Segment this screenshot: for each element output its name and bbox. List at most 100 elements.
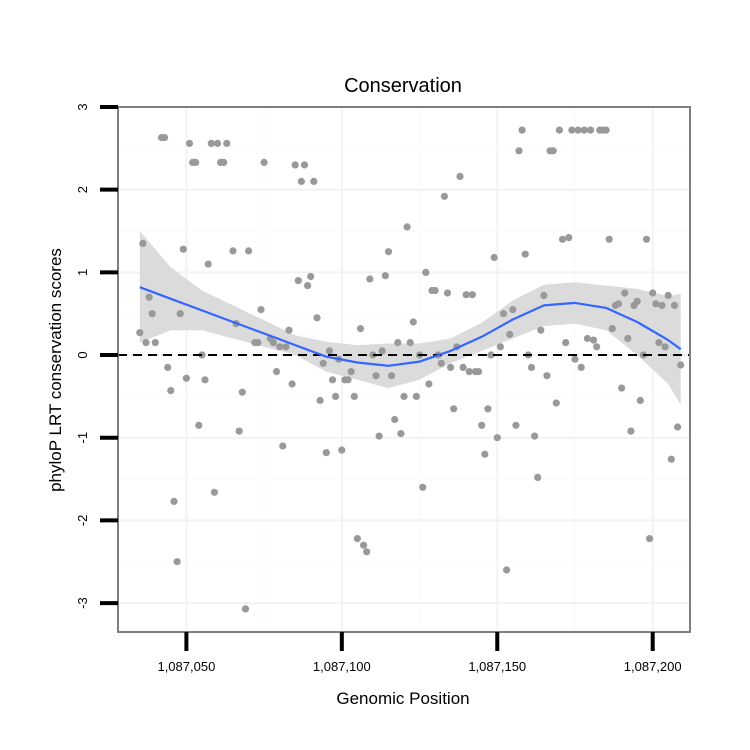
data-point (313, 314, 321, 322)
confidence-ribbon-group (139, 231, 681, 405)
grid (118, 106, 690, 632)
data-point (580, 126, 588, 134)
data-point (338, 446, 346, 454)
data-point (173, 558, 181, 566)
data-point (614, 300, 623, 308)
data-point (185, 139, 194, 147)
data-point (260, 158, 268, 166)
data-point (161, 134, 169, 142)
y-axis-label: phyloP LRT conservation scores (46, 248, 65, 492)
x-tick-label: 1,087,100 (313, 659, 371, 674)
data-point (369, 351, 377, 359)
data-point (605, 235, 613, 243)
data-point (667, 455, 675, 463)
data-point (285, 326, 293, 334)
data-point (496, 343, 504, 351)
data-point (624, 334, 632, 343)
data-point (204, 260, 212, 268)
data-point (276, 343, 284, 351)
data-point (151, 339, 159, 347)
data-point (621, 289, 629, 297)
data-point (406, 339, 414, 347)
data-point (549, 147, 557, 155)
data-point (618, 384, 626, 392)
data-point (353, 535, 361, 543)
data-point (394, 339, 402, 347)
y-tick-label: -1 (75, 432, 90, 444)
data-point (282, 343, 290, 351)
data-point (245, 247, 253, 255)
data-point (465, 368, 473, 376)
data-point (223, 139, 231, 147)
data-point (646, 535, 654, 543)
data-point (515, 147, 523, 155)
data-point (468, 291, 476, 299)
data-point (279, 442, 287, 450)
data-point (456, 172, 464, 180)
data-point (269, 339, 277, 347)
data-point (220, 158, 228, 166)
data-point (450, 405, 458, 413)
data-point (499, 310, 508, 318)
x-tick-label: 1,087,200 (624, 659, 682, 674)
data-point (381, 272, 389, 280)
smooth-line (139, 286, 682, 367)
data-point (419, 483, 427, 491)
y-tick-label: 0 (75, 351, 90, 358)
data-point (409, 318, 417, 326)
data-point (558, 235, 567, 243)
data-point (552, 399, 560, 407)
data-point (332, 392, 340, 400)
data-point (652, 300, 660, 308)
data-point (574, 126, 582, 134)
data-point (213, 139, 222, 147)
data-point (238, 388, 246, 396)
data-point (363, 548, 371, 556)
scatter-points (136, 126, 685, 613)
data-point (586, 126, 595, 134)
x-tick-label: 1,087,050 (157, 659, 215, 674)
data-point (328, 376, 337, 384)
data-point (633, 297, 641, 305)
data-point (670, 301, 679, 309)
data-point (583, 334, 592, 343)
data-point (322, 449, 330, 457)
data-point (235, 427, 243, 435)
y-tick-label: 2 (75, 186, 90, 193)
data-point (347, 368, 355, 376)
data-point (403, 223, 411, 231)
y-axis: 3 2 1 0 -1 -2 -3 (75, 103, 118, 609)
data-point (182, 374, 190, 382)
data-point (571, 355, 579, 363)
data-point (297, 177, 305, 185)
data-point (543, 372, 551, 380)
data-point (602, 126, 610, 134)
data-point (179, 245, 187, 253)
data-point (649, 289, 657, 297)
data-point (288, 380, 296, 388)
data-point (148, 310, 156, 318)
confidence-ribbon (139, 231, 681, 405)
data-point (366, 275, 374, 283)
data-point (509, 306, 517, 314)
data-point (375, 432, 383, 440)
data-point (565, 234, 573, 242)
data-point (431, 286, 439, 295)
data-point (484, 405, 492, 413)
data-point (636, 396, 644, 405)
data-point (176, 310, 184, 318)
data-point (136, 329, 144, 337)
x-tick-label: 1,087,150 (468, 659, 526, 674)
data-point (372, 372, 380, 380)
data-point (207, 139, 215, 147)
data-point (170, 497, 178, 505)
data-point (272, 368, 281, 376)
plot-border (117, 106, 691, 633)
data-point (400, 392, 408, 400)
data-point (254, 339, 262, 347)
data-point (664, 291, 672, 300)
data-point (167, 387, 175, 395)
smooth-line-group (139, 286, 682, 367)
data-point (145, 293, 153, 301)
